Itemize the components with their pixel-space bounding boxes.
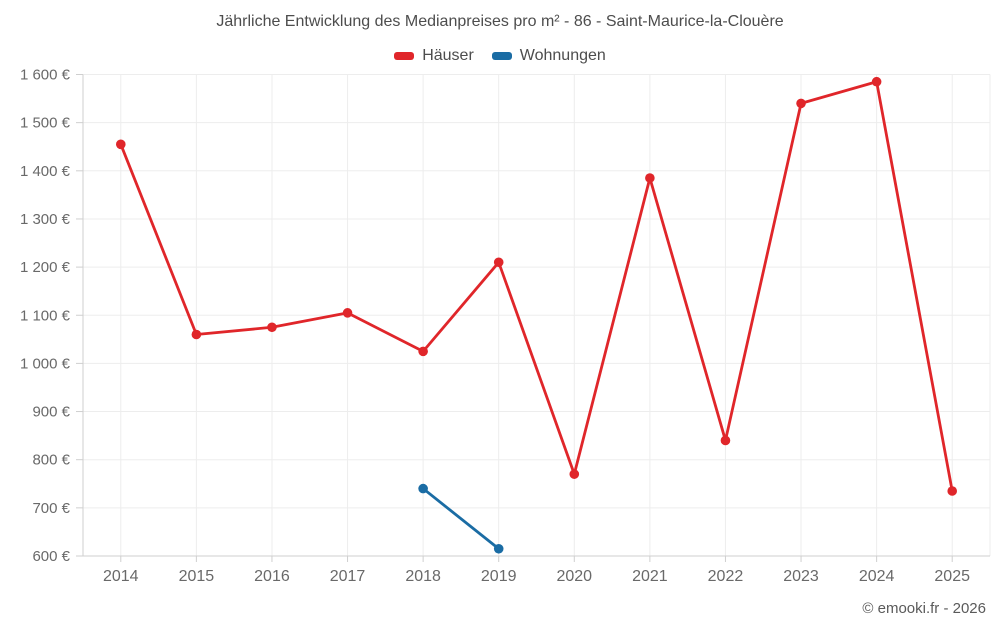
data-point-wohnungen[interactable] — [418, 483, 428, 494]
legend-swatch-haeuser-icon — [394, 52, 415, 60]
legend-label-haeuser: Häuser — [422, 47, 474, 64]
x-tick-label: 2024 — [859, 568, 895, 585]
data-point-häuser[interactable] — [645, 173, 655, 183]
y-tick-label: 1 100 € — [20, 307, 71, 324]
series-line-wohnungen — [421, 487, 501, 551]
y-tick-label: 1 000 € — [20, 355, 71, 372]
x-tick-label: 2019 — [481, 568, 517, 585]
data-point-häuser[interactable] — [871, 76, 882, 87]
legend: Häuser Wohnungen — [0, 47, 1000, 65]
copyright-text: © emooki.fr - 2026 — [862, 600, 986, 617]
chart-title: Jährliche Entwicklung des Medianpreises … — [216, 13, 784, 30]
y-tick-label: 1 500 € — [20, 115, 71, 132]
y-tick-label: 800 € — [32, 452, 70, 469]
data-point-wohnungen[interactable] — [493, 543, 504, 554]
data-point-häuser[interactable] — [947, 486, 958, 496]
x-tick-label: 2023 — [783, 568, 819, 585]
legend-item-wohnungen[interactable]: Wohnungen — [491, 47, 606, 65]
y-tick-label: 1 300 € — [20, 211, 71, 228]
legend-swatch-wohnungen-icon — [491, 52, 512, 60]
y-tick-label: 700 € — [32, 500, 70, 517]
data-point-häuser[interactable] — [191, 329, 202, 340]
y-tick-label: 1 600 € — [20, 67, 71, 84]
data-point-häuser[interactable] — [493, 257, 504, 268]
data-point-häuser[interactable] — [796, 98, 806, 109]
x-tick-label: 2017 — [330, 568, 366, 585]
series-line-häuser — [119, 80, 954, 493]
x-tick-label: 2018 — [405, 568, 441, 585]
x-tick-label: 2022 — [708, 568, 744, 585]
data-point-häuser[interactable] — [720, 435, 731, 446]
x-tick-label: 2016 — [254, 568, 290, 585]
data-point-häuser[interactable] — [569, 469, 580, 479]
data-point-häuser[interactable] — [342, 308, 353, 318]
y-tick-label: 600 € — [32, 548, 70, 565]
legend-item-haeuser[interactable]: Häuser — [394, 47, 474, 65]
x-tick-label: 2021 — [632, 568, 668, 585]
data-point-häuser[interactable] — [418, 346, 428, 357]
data-point-häuser[interactable] — [267, 322, 277, 333]
legend-label-wohnungen: Wohnungen — [519, 47, 606, 64]
x-tick-label: 2025 — [934, 568, 970, 585]
y-tick-label: 1 400 € — [20, 163, 71, 180]
y-tick-label: 1 200 € — [20, 259, 71, 276]
y-tick-label: 900 € — [32, 404, 70, 421]
x-tick-label: 2015 — [179, 568, 215, 585]
x-tick-label: 2020 — [556, 568, 592, 585]
data-point-häuser[interactable] — [115, 139, 126, 150]
x-tick-label: 2014 — [103, 568, 139, 585]
